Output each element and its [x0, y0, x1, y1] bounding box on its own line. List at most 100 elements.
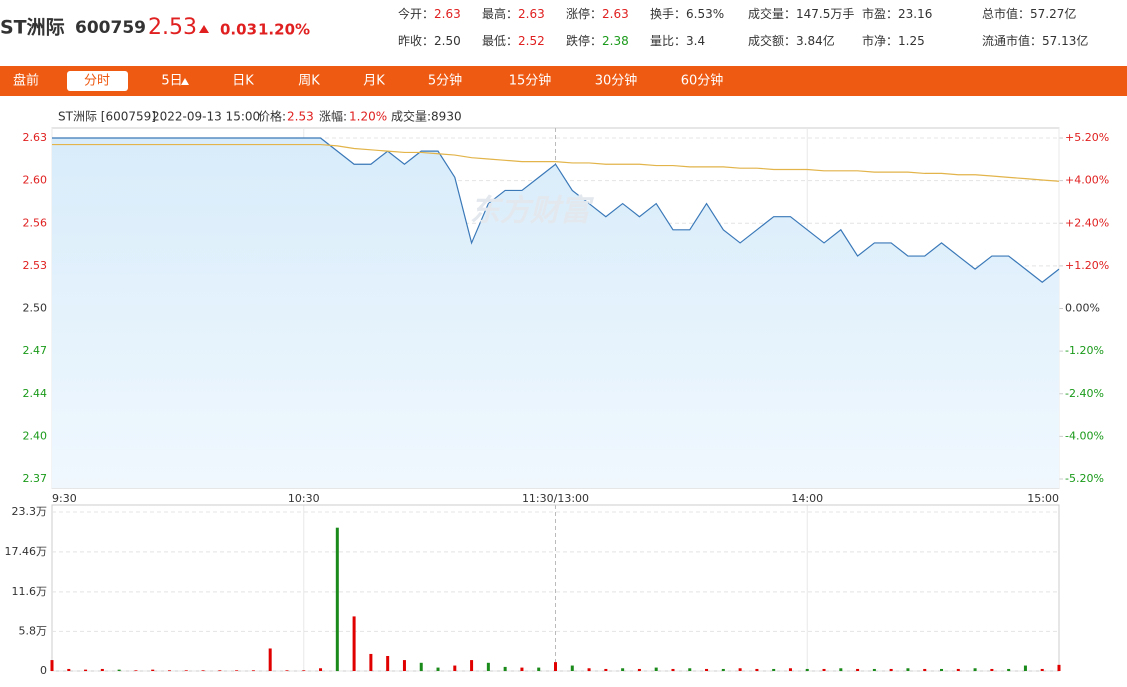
volume-bar	[805, 668, 809, 671]
info-name: ST洲际 [600759]	[58, 110, 156, 124]
y-tick-label: 2.40	[23, 429, 48, 442]
y-tick-label: 2.56	[23, 216, 48, 229]
volume-bar	[218, 670, 222, 671]
info-volume: 成交量:8930	[391, 109, 462, 124]
y-tick-label: 2.63	[23, 131, 48, 144]
volume-bar	[486, 662, 490, 671]
stat: 最高：2.63	[482, 6, 545, 21]
stat: 换手：6.53%	[650, 7, 724, 21]
volume-bar	[100, 668, 104, 671]
volume-bar	[587, 668, 591, 671]
active-tab[interactable]	[67, 71, 128, 91]
volume-bar	[772, 668, 776, 671]
stat-label: 成交额：	[748, 33, 796, 48]
stat-value: 57.27亿	[1030, 6, 1076, 21]
stat: 总市值：57.27亿	[982, 6, 1076, 21]
info-datetime: 2022-09-13 15:00	[152, 110, 260, 124]
stat: 成交量：147.5万手	[748, 6, 854, 21]
stat-value: 2.38	[602, 34, 629, 48]
volume-bar	[940, 668, 944, 671]
up-arrow	[199, 25, 209, 33]
volume-bar	[151, 669, 155, 671]
volume-bar	[1007, 668, 1011, 671]
y2-tick-label: +1.20%	[1065, 259, 1109, 272]
stat-value: 23.16	[898, 7, 932, 21]
x-tick-label: 11:30/13:00	[522, 492, 589, 505]
stat: 量比：3.4	[650, 34, 705, 48]
stat: 流通市值：57.13亿	[982, 33, 1088, 48]
stat-label: 成交量：	[748, 6, 796, 21]
volume-bar	[184, 670, 188, 671]
volume-bar	[67, 668, 71, 671]
volume-bar	[856, 668, 860, 671]
stat-value: 3.84亿	[796, 33, 835, 48]
volume-bar	[721, 668, 725, 671]
volume-bar	[134, 670, 138, 671]
stat-label: 换手：	[650, 7, 686, 21]
y-tick-label: 17.46万	[5, 545, 48, 558]
volume-bar	[738, 668, 742, 671]
volume-bar	[654, 667, 658, 671]
stat-value: 2.63	[518, 7, 545, 21]
stock-code: 600759	[75, 18, 146, 38]
y-tick-label: 2.47	[23, 344, 48, 357]
volume-bar	[705, 668, 709, 671]
volume-bar	[167, 670, 171, 671]
tab[interactable]: 30分钟	[595, 73, 638, 89]
volume-bar	[402, 660, 406, 671]
stat-value: 147.5万手	[796, 7, 854, 21]
y-tick-label: 23.3万	[12, 505, 48, 518]
y2-tick-label: +5.20%	[1065, 131, 1109, 144]
tab[interactable]: 日K	[232, 74, 254, 89]
volume-bar	[436, 667, 440, 671]
stat-label: 流通市值：	[982, 33, 1042, 48]
volume-bar	[235, 670, 239, 671]
volume-bar	[503, 666, 507, 671]
tab[interactable]: 盘前	[13, 73, 39, 89]
stat-label: 昨收：	[398, 34, 434, 48]
stat-label: 最低：	[482, 34, 518, 48]
volume-bar	[671, 668, 675, 671]
volume-bar	[755, 668, 759, 671]
y2-tick-label: 0.00%	[1065, 302, 1100, 315]
stat: 最低：2.52	[482, 34, 545, 48]
tab[interactable]: 5分钟	[428, 73, 462, 89]
volume-bar	[335, 527, 339, 671]
price: 2.53	[148, 15, 197, 40]
change: 0.03	[220, 21, 257, 39]
volume-bar	[201, 670, 205, 671]
info-pct: 1.20%	[349, 110, 387, 124]
tab[interactable]: 周K	[298, 74, 320, 89]
volume-bar	[117, 669, 121, 671]
volume-bar	[470, 660, 474, 671]
volume-bar	[570, 665, 574, 671]
stat-label: 最高：	[482, 6, 518, 21]
y2-tick-label: -1.20%	[1065, 344, 1104, 357]
stat-label: 跌停：	[566, 33, 602, 48]
y-tick-label: 2.44	[23, 387, 48, 400]
volume-bar	[386, 655, 390, 671]
y-tick-label: 2.60	[23, 174, 48, 187]
change-pct: 1.20%	[258, 21, 310, 39]
y-tick-label: 5.8万	[19, 624, 48, 637]
volume-bar	[822, 668, 826, 671]
tab[interactable]: 60分钟	[681, 73, 724, 89]
volume-bar	[990, 668, 994, 671]
tab[interactable]: 月K	[363, 74, 385, 89]
stat: 今开：2.63	[398, 6, 461, 21]
volume-bar	[973, 668, 977, 671]
stat: 涨停：2.63	[566, 6, 629, 21]
stock-name: ST洲际	[0, 17, 65, 39]
stat-value: 2.52	[518, 34, 545, 48]
volume-bar	[956, 668, 960, 671]
volume-bar	[554, 662, 557, 671]
volume-bar	[872, 668, 876, 671]
volume-bar	[319, 668, 323, 671]
tab[interactable]: 15分钟	[509, 73, 552, 89]
volume-bar	[520, 667, 524, 671]
y-tick-label: 11.6万	[12, 585, 48, 598]
tab[interactable]: 5日	[161, 74, 182, 89]
y-tick-label: 2.50	[23, 302, 48, 315]
tab[interactable]: 分时	[84, 74, 110, 89]
x-tick-label: 14:00	[791, 492, 823, 505]
